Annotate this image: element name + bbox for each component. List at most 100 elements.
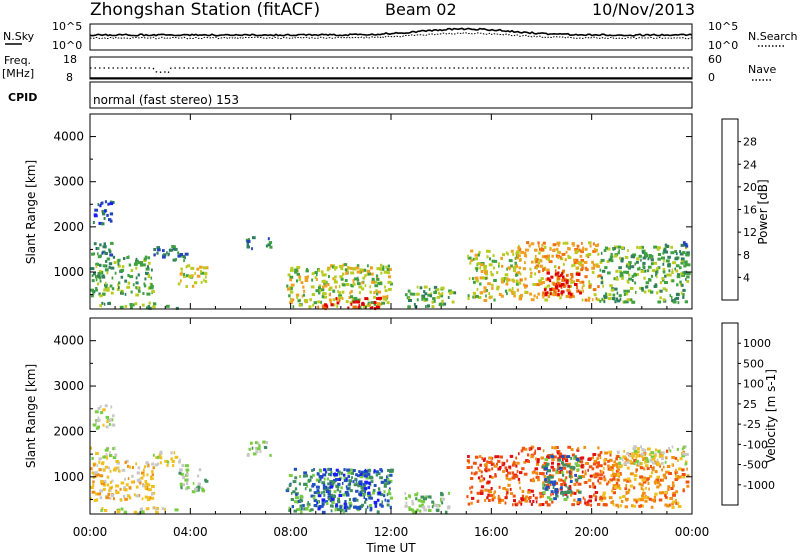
scatter-cell	[315, 478, 320, 482]
scatter-cell	[200, 271, 205, 275]
scatter-cell	[657, 246, 661, 250]
x-axis-ticks: 00:00 04:00 08:00 12:00 16:00 20:00 00:00	[73, 114, 709, 539]
scatter-cell	[573, 491, 577, 495]
scatter-cell	[529, 448, 531, 452]
scatter-cell	[365, 473, 368, 477]
scatter-cell	[185, 285, 188, 288]
scatter-cell	[329, 479, 334, 483]
scatter-cell	[616, 472, 621, 476]
scatter-cell	[448, 289, 452, 293]
scatter-cell	[681, 273, 685, 277]
scatter-cell	[570, 280, 574, 284]
scatter-cell	[644, 253, 648, 257]
scatter-cell	[128, 465, 131, 469]
scatter-cell	[570, 456, 573, 460]
scatter-cell	[480, 492, 484, 495]
scatter-cell	[507, 483, 511, 487]
scatter-cell	[348, 506, 351, 510]
scatter-cell	[683, 445, 686, 449]
scatter-cell	[187, 264, 191, 268]
scatter-cell	[288, 509, 291, 512]
scatter-cell	[497, 494, 500, 498]
scatter-cell	[599, 469, 602, 473]
scatter-cell	[366, 303, 370, 307]
scatter-cell	[657, 257, 661, 261]
scatter-cell	[576, 244, 580, 248]
scatter-cell	[504, 273, 509, 277]
scatter-cell	[491, 476, 494, 479]
colorbar-tick-label: -500	[743, 459, 768, 472]
scatter-cell	[301, 504, 305, 508]
scatter-cell	[568, 474, 572, 478]
scatter-cell	[552, 293, 555, 297]
scatter-cell	[606, 482, 609, 486]
scatter-cell	[323, 493, 326, 497]
scatter-cell	[666, 464, 671, 468]
scatter-cell	[386, 475, 389, 479]
scatter-cell	[99, 204, 102, 208]
scatter-cell	[576, 448, 580, 452]
scatter-cell	[331, 501, 335, 505]
scatter-cell	[146, 265, 149, 269]
scatter-cell	[592, 249, 596, 253]
scatter-cell	[627, 266, 631, 269]
scatter-cell	[490, 487, 493, 490]
scatter-cell	[110, 266, 115, 270]
scatter-cell	[135, 494, 140, 498]
scatter-cell	[293, 509, 297, 513]
scatter-cell	[575, 258, 579, 262]
scatter-cell	[544, 291, 548, 295]
scatter-cell	[192, 481, 195, 485]
scatter-cell	[186, 486, 190, 490]
scatter-cell	[556, 468, 559, 472]
scatter-cell	[582, 246, 585, 250]
scatter-cell	[350, 289, 353, 293]
scatter-cell	[684, 242, 688, 246]
scatter-cell	[562, 473, 565, 477]
scatter-cell	[379, 267, 383, 271]
scatter-cell	[369, 494, 372, 498]
scatter-cell	[521, 489, 525, 493]
scatter-cell	[336, 301, 340, 305]
scatter-cell	[680, 272, 684, 276]
scatter-cell	[631, 265, 635, 269]
scatter-cell	[139, 263, 144, 267]
scatter-cell	[303, 289, 306, 293]
scatter-cell	[523, 254, 526, 257]
scatter-cell	[351, 297, 356, 301]
scatter-cell	[381, 500, 384, 504]
scatter-cell	[515, 464, 518, 468]
scatter-cell	[294, 487, 298, 491]
scatter-cell	[555, 291, 558, 295]
scatter-cell	[380, 480, 384, 484]
scatter-cell	[129, 275, 134, 279]
scatter-cell	[550, 493, 552, 497]
scatter-cell	[358, 304, 361, 308]
scatter-cell	[674, 472, 677, 476]
scatter-cell	[111, 485, 113, 489]
scatter-cell	[269, 453, 272, 457]
scatter-cell	[382, 265, 385, 269]
scatter-cell	[576, 286, 579, 289]
nave-label: Nave	[748, 63, 776, 76]
scatter-cell	[562, 269, 565, 273]
scatter-cell	[196, 488, 200, 492]
scatter-cell	[347, 471, 352, 475]
scatter-cell	[367, 486, 371, 490]
scatter-cell	[344, 490, 349, 494]
scatter-cell	[491, 456, 494, 460]
scatter-cell	[530, 455, 534, 459]
scatter-cell	[532, 500, 535, 503]
scatter-cell	[686, 263, 691, 267]
scatter-cell	[472, 257, 475, 261]
scatter-cell	[179, 482, 183, 486]
scatter-cell	[656, 270, 659, 274]
scatter-cell	[612, 491, 616, 495]
scatter-cell	[571, 275, 574, 279]
scatter-cell	[527, 453, 530, 457]
scatter-cell	[635, 454, 640, 458]
scatter-cell	[596, 457, 599, 461]
scatter-cell	[681, 454, 685, 458]
y-tick-label: 4000	[53, 334, 84, 348]
scatter-cell	[440, 499, 443, 503]
